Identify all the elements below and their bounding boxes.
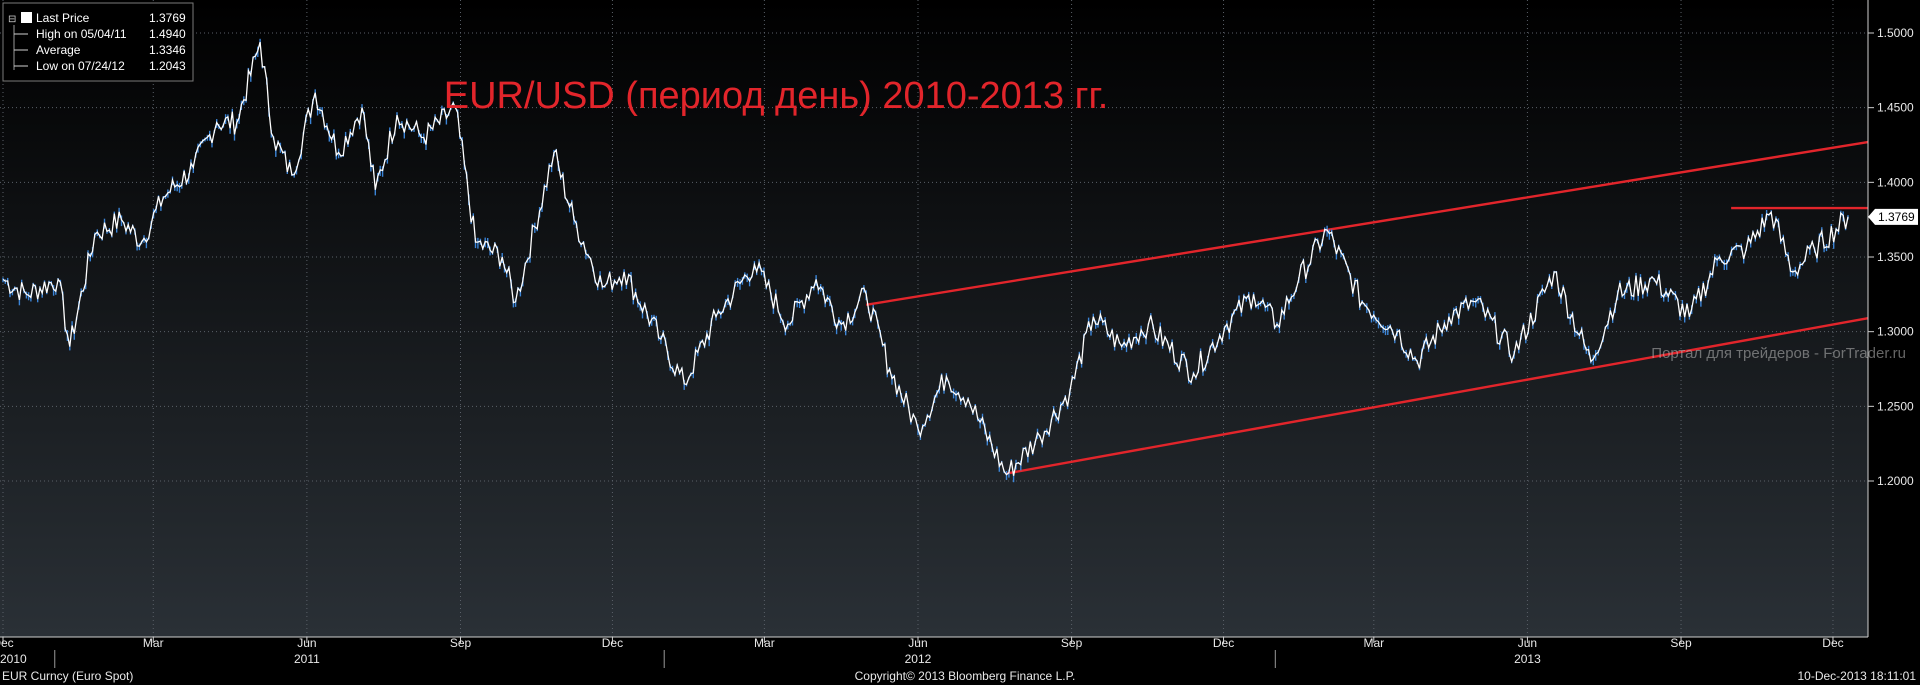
- y-tick-label: 1.3500: [1877, 250, 1914, 264]
- x-tick-label: Mar: [1363, 636, 1384, 650]
- legend-label: Average: [36, 43, 81, 57]
- legend-collapse-icon[interactable]: ⊟: [8, 14, 16, 25]
- x-tick-label: Mar: [143, 636, 164, 650]
- plot-background: [0, 0, 1868, 637]
- legend-label: Last Price: [36, 11, 90, 25]
- y-tick-label: 1.5000: [1877, 26, 1914, 40]
- legend-swatch-last-price: [21, 12, 32, 23]
- last-price-tag-label: 1.3769: [1878, 210, 1915, 224]
- legend-label: High on 05/04/11: [36, 27, 127, 41]
- security-label: EUR Curncy (Euro Spot): [2, 669, 133, 683]
- chart-title: EUR/USD (период день) 2010-2013 гг.: [444, 75, 1109, 117]
- legend-label: Low on 07/24/12: [36, 59, 125, 73]
- x-tick-label: Mar: [754, 636, 775, 650]
- x-tick-label: Jun: [1518, 636, 1537, 650]
- legend-value: 1.2043: [149, 59, 186, 73]
- y-tick-label: 1.4000: [1877, 175, 1914, 189]
- trend-line: [866, 140, 1869, 306]
- timestamp-label: 10-Dec-2013 18:11:01: [1797, 669, 1916, 683]
- legend: ⊟ Last Price 1.3769 High on 05/04/11 1.4940 A…: [2, 2, 194, 82]
- y-tick-label: 1.2500: [1877, 399, 1914, 413]
- legend-value: 1.4940: [149, 27, 186, 41]
- y-tick-label: 1.4500: [1877, 101, 1914, 115]
- x-tick-label: Sep: [1061, 636, 1083, 650]
- y-tick-label: 1.3000: [1877, 325, 1914, 339]
- copyright-label: Copyright© 2013 Bloomberg Finance L.P.: [855, 669, 1076, 683]
- legend-value: 1.3346: [149, 43, 186, 57]
- y-tick-label: 1.2000: [1877, 474, 1914, 488]
- x-tick-label: Sep: [450, 636, 472, 650]
- legend-value: 1.3769: [149, 11, 186, 25]
- year-label: 2011: [294, 652, 320, 666]
- x-tick-label: Dec: [0, 636, 14, 650]
- year-label: 2013: [1514, 652, 1541, 666]
- x-axis: Dec Mar Jun Sep Dec Mar Jun Sep Dec Mar Jun Sep Dec 2…: [0, 636, 1868, 668]
- grid: [0, 0, 1868, 637]
- trend-annotations: [866, 140, 1869, 475]
- y-axis: 1.5000 1.4500 1.4000 1.3500 1.3000 1.2500 1.20…: [1867, 0, 1918, 637]
- legend-box: [2, 2, 194, 82]
- last-price-tag: [1868, 208, 1918, 225]
- footer: EUR Curncy (Euro Spot) Copyright© 2013 B…: [2, 669, 1916, 683]
- x-tick-label: Dec: [1213, 636, 1234, 650]
- x-tick-label: Jun: [908, 636, 927, 650]
- x-tick-label: Dec: [602, 636, 623, 650]
- year-label: 2010: [0, 652, 27, 666]
- x-tick-label: Sep: [1670, 636, 1692, 650]
- x-tick-label: Jun: [297, 636, 316, 650]
- year-label: 2012: [905, 652, 932, 666]
- x-tick-label: Dec: [1822, 636, 1843, 650]
- price-line: [2, 41, 1849, 476]
- watermark: Портал для трейдеров - ForTrader.ru: [1651, 345, 1906, 362]
- trend-line: [1006, 317, 1869, 475]
